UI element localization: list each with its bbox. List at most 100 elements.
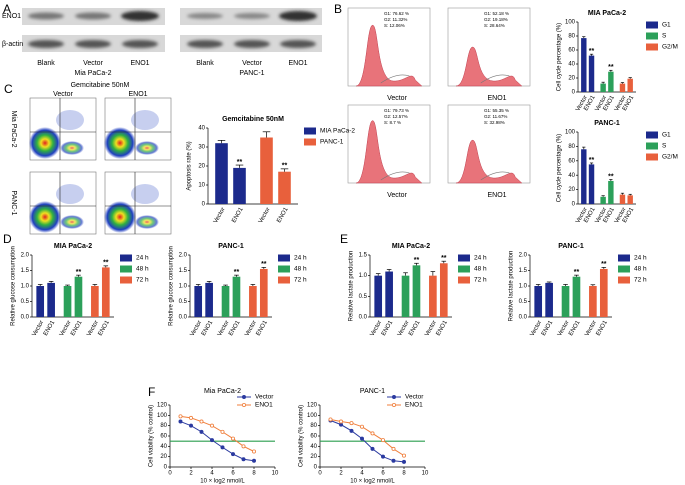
x-tick-label: 0	[168, 471, 172, 477]
dotplot-cloud	[29, 201, 61, 233]
y-tick-label: 1.0	[359, 273, 368, 279]
x-tick-label: 10	[272, 471, 279, 477]
x-tick-label: 4	[210, 471, 214, 477]
bar	[374, 275, 383, 317]
significance: **	[608, 173, 614, 180]
lane-label: Blank	[37, 60, 55, 67]
marker	[178, 414, 183, 419]
x-tick-label: ENO1	[228, 319, 242, 337]
legend-swatch	[304, 127, 316, 135]
y-tick-label: 120	[307, 403, 318, 409]
flow-column: ENO1	[128, 91, 147, 98]
legend-label: PANC-1	[320, 139, 344, 146]
legend-swatch	[458, 276, 470, 284]
marker	[241, 444, 246, 449]
chart-title: MIA PaCa-2	[392, 243, 430, 250]
bar	[545, 282, 553, 317]
legend-marker	[391, 402, 396, 407]
marker	[391, 458, 396, 463]
y-tick-label: 80	[568, 144, 575, 150]
marker	[359, 436, 364, 441]
blot: ENO1 β-actin Blank Vector ENO1 Blank Vec…	[2, 8, 322, 77]
y-axis-label: Relative lactate production	[349, 251, 355, 322]
blot-row-label: β-actin	[2, 41, 23, 48]
y-tick-label: 1.0	[21, 284, 30, 290]
significance: **	[441, 255, 447, 262]
legend-marker	[241, 402, 246, 407]
marker	[209, 423, 214, 428]
y-axis-label: Cell cycle percentage (%)	[557, 134, 563, 202]
legend-label: S	[662, 143, 667, 150]
histogram-label: Vector	[387, 95, 408, 102]
marker	[391, 446, 396, 451]
dotplot-cloud	[60, 215, 84, 229]
y-tick-label: 100	[307, 413, 318, 419]
y-tick-label: 1.5	[359, 253, 368, 259]
y-tick-label: 0	[314, 465, 318, 471]
y-tick-label: 60	[568, 48, 575, 54]
lane-label: Vector	[242, 60, 263, 67]
panel-label: F	[148, 385, 155, 399]
histogram	[355, 120, 423, 184]
y-tick-label: 2.0	[519, 253, 528, 259]
y-tick-label: 0	[164, 465, 168, 471]
marker	[380, 438, 385, 443]
y-tick-label: 80	[310, 423, 317, 429]
cycle-stat: S: 12.06%	[384, 23, 405, 28]
bar	[588, 55, 595, 92]
significance: **	[234, 269, 240, 276]
marker	[370, 431, 375, 436]
panel-label: C	[4, 82, 13, 96]
cycle-stat: G1: 76.62 %	[384, 11, 409, 16]
legend-label: 24 h	[136, 255, 149, 262]
x-tick-label: 8	[402, 471, 406, 477]
y-tick-label: 80	[568, 34, 575, 40]
bar	[608, 180, 614, 204]
histogram-label: ENO1	[487, 192, 506, 199]
bands	[28, 11, 317, 48]
flow-row: Mia PaCa-2	[10, 111, 17, 148]
chart-title: PANC-1	[218, 243, 244, 250]
marker	[220, 429, 225, 434]
bar	[205, 282, 213, 317]
bar	[194, 286, 203, 317]
significance: **	[589, 157, 595, 164]
bar	[221, 286, 230, 317]
chart-title: MIA PaCa-2	[588, 10, 626, 17]
marker	[199, 429, 204, 434]
y-tick-label: 20	[198, 164, 205, 170]
legend-swatch	[278, 265, 290, 273]
bar	[600, 196, 606, 204]
panel-label: B	[334, 2, 342, 16]
bar	[588, 164, 595, 204]
x-tick-label: 10	[422, 471, 429, 477]
y-tick-label: 0	[202, 202, 206, 208]
x-tick-label: ENO1	[568, 319, 582, 337]
chart-title: Gemcitabine 50nM	[222, 116, 284, 123]
y-tick-label: 80	[160, 423, 167, 429]
bar	[259, 268, 268, 317]
cycle-stat: G1: 55.35 %	[484, 108, 509, 113]
legend-swatch	[646, 131, 658, 139]
y-tick-label: 0.0	[519, 315, 528, 321]
dotplot-cloud	[104, 201, 136, 233]
dotplot-cloud	[60, 141, 84, 155]
x-tick-label: 6	[231, 471, 235, 477]
legend-swatch	[646, 43, 658, 51]
legend-marker	[241, 394, 246, 399]
y-axis-label: Apoptosis rate (%)	[187, 141, 193, 190]
marker	[380, 454, 385, 459]
cycle-stat: G2: 11.32%	[384, 17, 407, 22]
chart-title: PANC-1	[360, 388, 385, 395]
cycle-stat: G2: 12.57%	[384, 114, 408, 119]
x-tick-label: ENO1	[381, 319, 395, 337]
significance: **	[282, 163, 288, 170]
y-axis-label: Relative glucose consumption	[11, 246, 17, 326]
x-tick-label: ENO1	[43, 319, 57, 337]
bar	[249, 286, 257, 317]
marker	[230, 452, 235, 457]
legend-label: Vector	[405, 394, 424, 401]
bar	[627, 78, 633, 92]
legend-swatch	[646, 32, 658, 40]
legend-label: 48 h	[474, 266, 487, 273]
